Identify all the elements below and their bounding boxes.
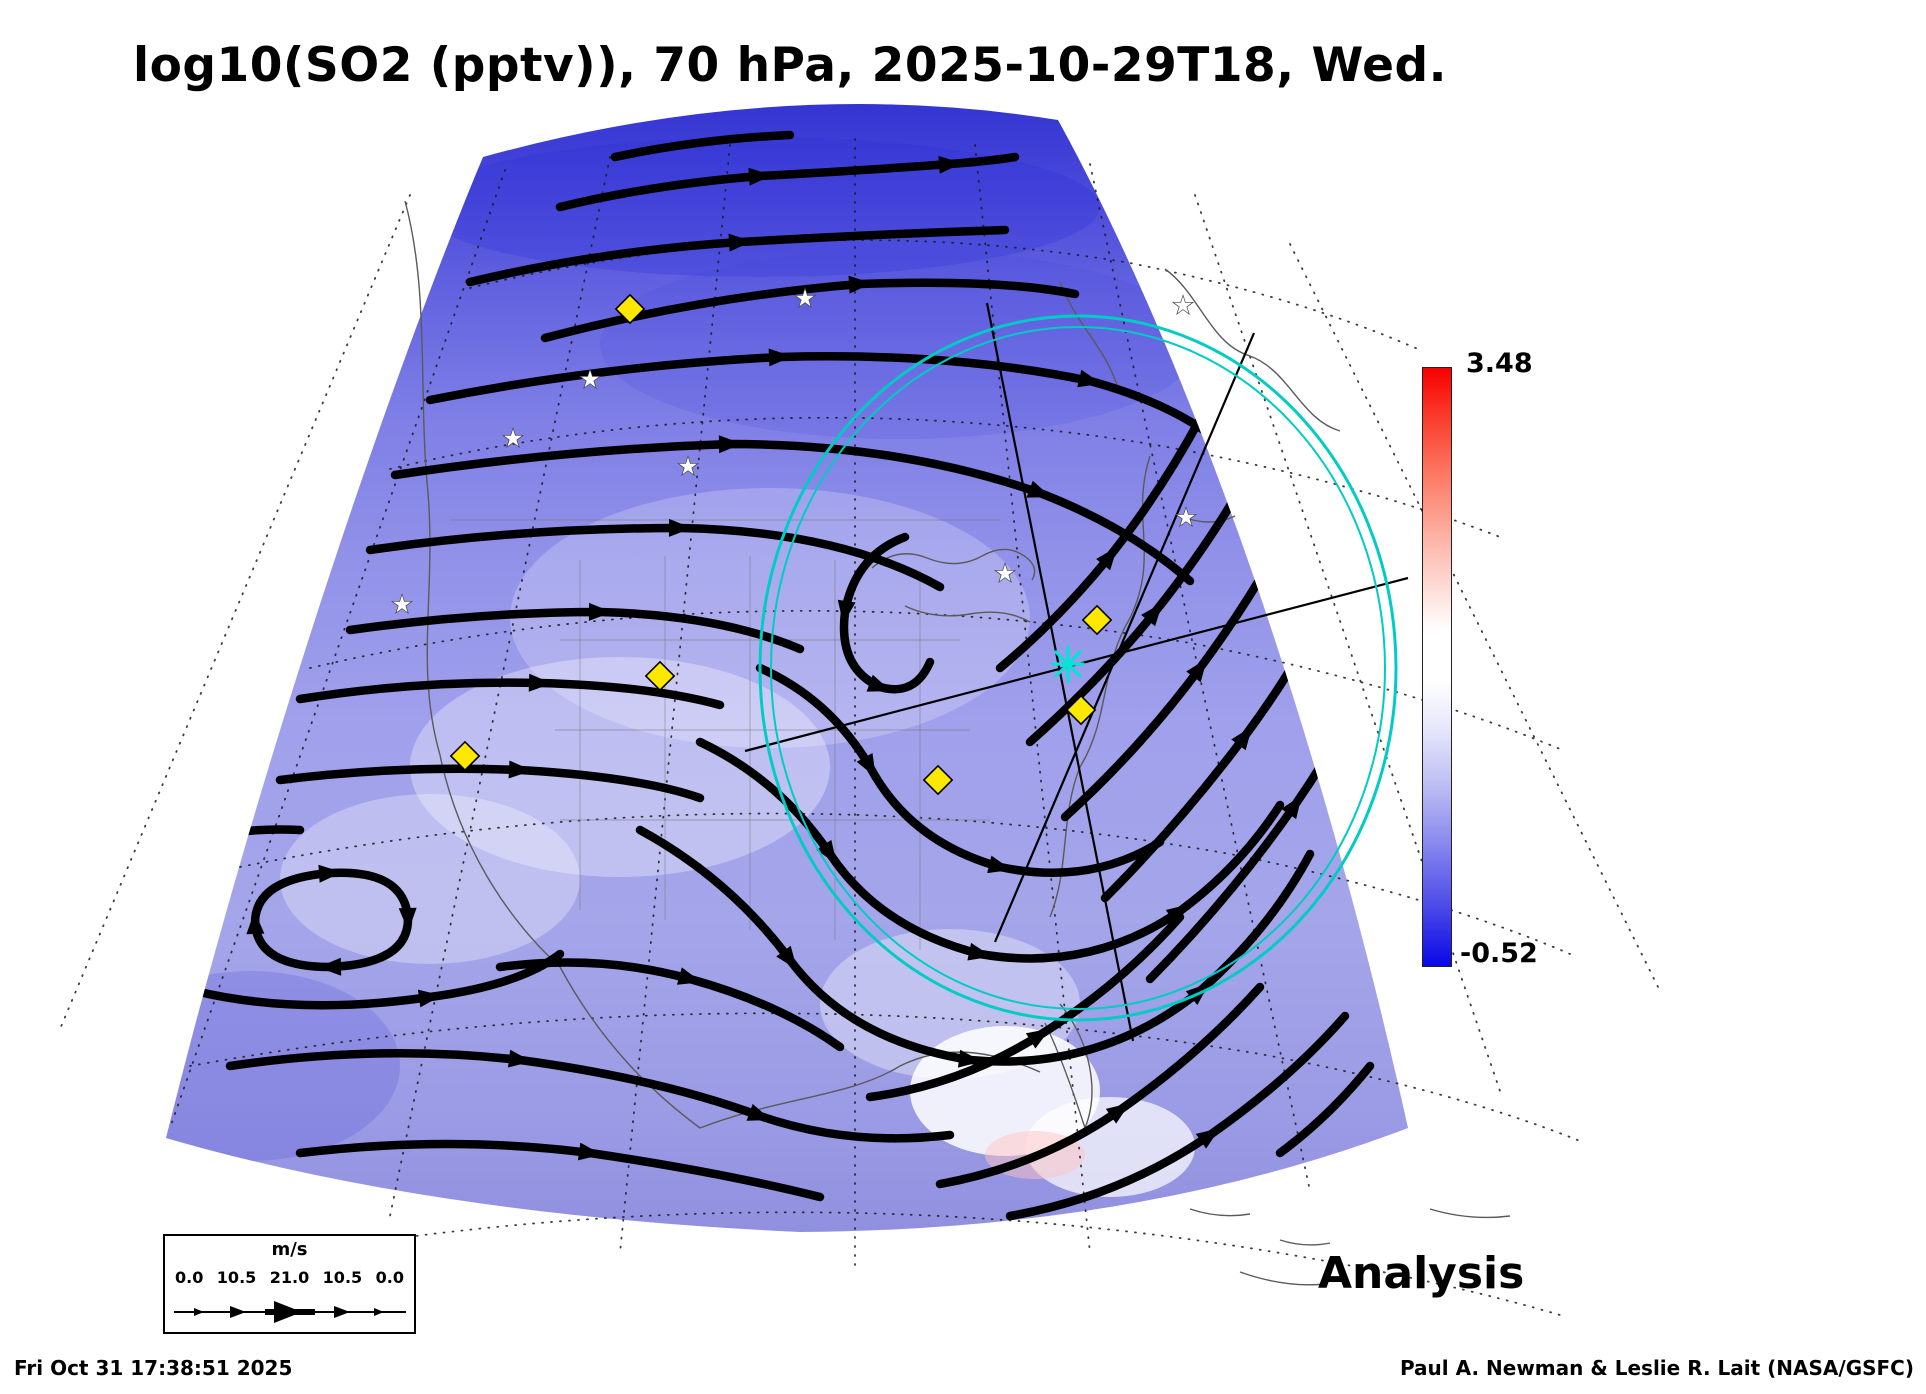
colorbar-min-label: -0.52 <box>1460 938 1538 969</box>
credit-line: Paul A. Newman & Leslie R. Lait (NASA/GS… <box>1399 1356 1914 1380</box>
wind-tick: 0.0 <box>375 1268 404 1287</box>
site-diamond-icon <box>1081 604 1113 636</box>
site-diamond-icon <box>922 764 954 796</box>
so2-field-shading <box>166 104 1408 1232</box>
wind-scale-arrows <box>170 1297 410 1327</box>
city-star-icon: ★ <box>1174 503 1197 533</box>
ring-center-star-icon <box>1051 645 1085 683</box>
site-diamond-icon <box>449 740 481 772</box>
wind-tick: 10.5 <box>322 1268 363 1287</box>
site-diamond-icon <box>644 660 676 692</box>
wind-scale-arrows-graphic <box>173 1301 406 1323</box>
wind-legend-units: m/s <box>271 1239 308 1260</box>
site-diamond-icons <box>449 293 1113 796</box>
wind-speed-legend: m/s 0.0 10.5 21.0 10.5 0.0 <box>163 1234 416 1334</box>
range-ring <box>758 314 1398 1022</box>
city-star-icon: ★ <box>676 452 699 482</box>
site-diamond-icon <box>1065 694 1097 726</box>
site-diamond-icon <box>614 293 646 325</box>
wind-tick: 10.5 <box>216 1268 257 1287</box>
creation-timestamp: Fri Oct 31 17:38:51 2025 <box>14 1356 293 1380</box>
city-star-icon: ★ <box>501 424 524 454</box>
city-star-icons: ★ ★ ★ ★ ★ ★ ★ ★ <box>390 284 1198 621</box>
city-star-icon: ★ <box>993 559 1016 589</box>
wind-tick: 0.0 <box>175 1268 204 1287</box>
wind-tick: 21.0 <box>269 1268 310 1287</box>
wind-streamlines <box>180 130 1395 1221</box>
city-star-icon: ★ <box>578 365 601 395</box>
colorbar <box>1422 367 1452 967</box>
city-star-icon: ★ <box>793 284 816 314</box>
wind-legend-ticks: 0.0 10.5 21.0 10.5 0.0 <box>175 1270 404 1286</box>
city-star-icon: ★ <box>390 590 413 620</box>
analysis-label: Analysis <box>1318 1248 1525 1299</box>
page-title: log10(SO2 (pptv)), 70 hPa, 2025-10-29T18… <box>132 38 1448 93</box>
city-star-icon: ★ <box>1171 291 1194 321</box>
colorbar-max-label: 3.48 <box>1466 348 1533 379</box>
